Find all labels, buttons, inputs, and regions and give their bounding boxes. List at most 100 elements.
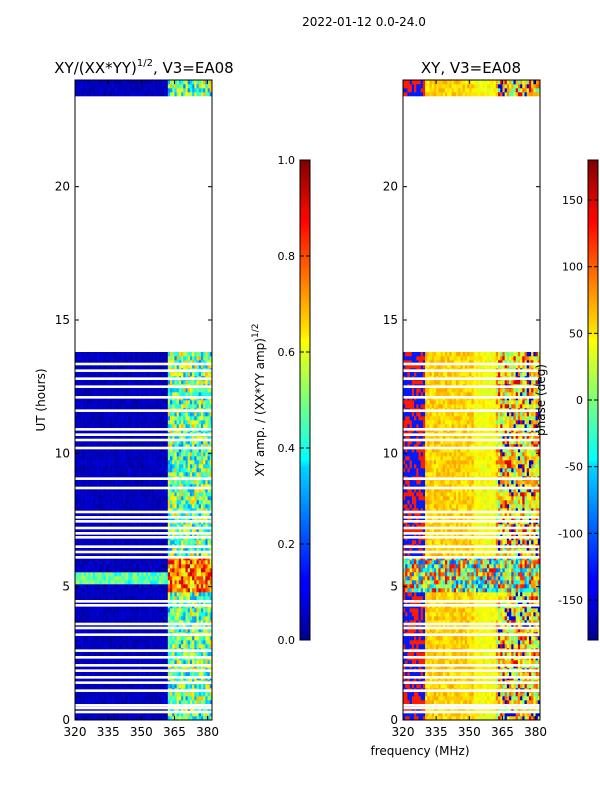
heatmap-cell bbox=[156, 512, 160, 517]
heatmap-cell bbox=[183, 492, 186, 497]
heatmap-cell bbox=[99, 456, 102, 461]
heatmap-cell bbox=[132, 592, 135, 597]
heatmap-cell bbox=[141, 692, 144, 697]
heatmap-cell bbox=[176, 716, 180, 720]
heatmap-cell bbox=[178, 608, 182, 613]
heatmap-cell bbox=[101, 492, 105, 497]
heatmap-cell bbox=[101, 424, 105, 429]
heatmap-cell bbox=[181, 508, 184, 513]
heatmap-cell bbox=[110, 672, 113, 677]
heatmap-cell bbox=[161, 636, 164, 641]
heatmap-cell bbox=[205, 672, 208, 677]
heatmap-cell bbox=[101, 460, 105, 465]
heatmap-cell bbox=[139, 404, 142, 409]
heatmap-cell bbox=[119, 468, 122, 473]
heatmap-cell bbox=[116, 692, 120, 697]
heatmap-cell bbox=[147, 492, 151, 497]
heatmap-cell bbox=[112, 492, 116, 497]
heatmap-cell bbox=[167, 488, 171, 493]
heatmap-cell bbox=[81, 500, 85, 505]
heatmap-cell bbox=[156, 484, 160, 489]
heatmap-cell bbox=[176, 620, 180, 625]
heatmap-cell bbox=[194, 568, 197, 573]
heatmap-cell bbox=[209, 708, 212, 713]
heatmap-cell bbox=[83, 588, 87, 593]
heatmap-cell bbox=[141, 456, 144, 461]
heatmap-cell bbox=[110, 636, 113, 641]
heatmap-cell bbox=[123, 456, 127, 461]
heatmap-cell bbox=[196, 584, 200, 589]
heatmap-cell bbox=[183, 660, 186, 665]
heatmap-cell bbox=[83, 444, 87, 449]
heatmap-cell bbox=[194, 716, 197, 720]
heatmap-cell bbox=[145, 484, 149, 489]
heatmap-cell bbox=[194, 504, 197, 509]
heatmap-cell bbox=[125, 636, 129, 641]
heatmap-cell bbox=[114, 504, 118, 509]
heatmap-cell bbox=[139, 716, 142, 720]
heatmap-cell bbox=[108, 588, 111, 593]
heatmap-cell bbox=[163, 480, 166, 485]
heatmap-cell bbox=[207, 436, 211, 441]
heatmap-cell bbox=[176, 524, 180, 529]
heatmap-cell bbox=[75, 468, 78, 473]
heatmap-cell bbox=[92, 552, 96, 557]
heatmap-cell bbox=[183, 572, 186, 577]
heatmap-cell bbox=[83, 400, 87, 405]
heatmap-cell bbox=[110, 524, 113, 529]
heatmap-cell bbox=[207, 512, 211, 517]
heatmap-cell bbox=[136, 468, 140, 473]
heatmap-cell bbox=[119, 636, 122, 641]
heatmap-cell bbox=[200, 504, 204, 509]
heatmap-cell bbox=[75, 488, 78, 493]
heatmap-cell bbox=[200, 488, 204, 493]
heatmap-cell bbox=[141, 652, 144, 657]
heatmap-cell bbox=[121, 628, 124, 633]
heatmap-cell bbox=[189, 580, 193, 585]
heatmap-cell bbox=[86, 660, 89, 665]
heatmap-cell bbox=[75, 436, 78, 441]
heatmap-cell bbox=[86, 568, 89, 573]
heatmap-cell bbox=[185, 420, 188, 425]
heatmap-cell bbox=[121, 712, 124, 717]
heatmap-cell bbox=[94, 560, 98, 565]
heatmap-cell bbox=[75, 472, 78, 477]
heatmap-cell bbox=[119, 508, 122, 513]
heatmap-cell bbox=[200, 436, 204, 441]
heatmap-cell bbox=[152, 484, 155, 489]
heatmap-cell bbox=[108, 612, 111, 617]
heatmap-cell bbox=[121, 524, 124, 529]
heatmap-cell bbox=[108, 584, 111, 589]
heatmap-cell bbox=[141, 584, 144, 589]
heatmap-cell bbox=[174, 424, 177, 429]
heatmap-cell bbox=[110, 592, 113, 597]
heatmap-cell bbox=[183, 628, 186, 633]
heatmap-cell bbox=[123, 592, 127, 597]
heatmap-cell bbox=[130, 472, 133, 477]
heatmap-cell bbox=[150, 492, 153, 497]
heatmap-cell bbox=[92, 560, 96, 565]
heatmap-cell bbox=[161, 484, 164, 489]
heatmap-cell bbox=[139, 640, 142, 645]
heatmap-cell bbox=[99, 580, 102, 585]
heatmap-cell bbox=[189, 588, 193, 593]
heatmap-cell bbox=[196, 616, 200, 621]
heatmap-cell bbox=[163, 624, 166, 629]
heatmap-cell bbox=[172, 628, 175, 633]
heatmap-cell bbox=[152, 540, 155, 545]
heatmap-cell bbox=[172, 524, 175, 529]
heatmap-cell bbox=[134, 552, 138, 557]
heatmap-cell bbox=[158, 416, 162, 421]
heatmap-cell bbox=[121, 488, 124, 493]
heatmap-cell bbox=[92, 572, 96, 577]
heatmap-cell bbox=[187, 496, 191, 501]
heatmap-cell bbox=[147, 620, 151, 625]
heatmap-cell bbox=[134, 572, 138, 577]
heatmap-cell bbox=[132, 712, 135, 717]
heatmap-cell bbox=[174, 496, 177, 501]
heatmap-cell bbox=[150, 452, 153, 457]
heatmap-cell bbox=[121, 684, 124, 689]
heatmap-cell bbox=[205, 500, 208, 505]
heatmap-cell bbox=[192, 488, 195, 493]
heatmap-cell bbox=[145, 436, 149, 441]
